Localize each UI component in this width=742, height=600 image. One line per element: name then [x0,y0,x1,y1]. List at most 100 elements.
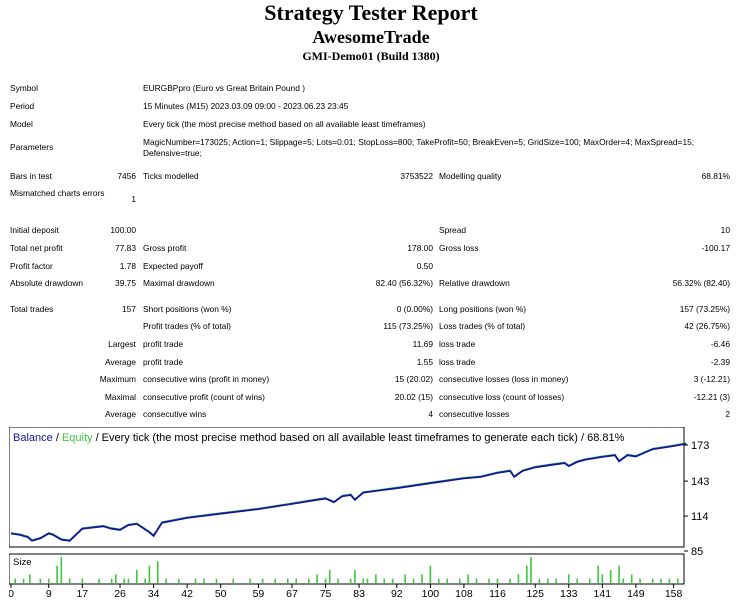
aprofit-value: 1.55 [416,357,433,367]
server-build: GMI-Demo01 (Build 1380) [302,49,440,63]
symbol-value: EURGBPpro (Euro vs Great Britain Pound ) [143,83,305,93]
short-label: Short positions (won %) [143,304,232,314]
size-bar [156,561,159,583]
long-value: 157 (73.25%) [679,304,730,314]
closs-value: -12.21 (3) [693,392,730,402]
size-bar [429,565,432,583]
x-tick-label: 141 [594,588,612,599]
report-title: Strategy Tester Report [264,0,478,25]
size-bar [148,565,151,583]
x-axis: 0 9 17 26 34 42 50 59 67 75 83 92 100 108 116 125 133 141… [8,584,683,600]
model-value: Every tick (the most precise method base… [143,119,426,129]
aclosses-value: 2 [725,409,730,419]
size-bar [60,557,63,583]
size-bar [324,578,327,583]
size-bar [366,578,369,583]
x-tick-label: 0 [9,588,14,599]
size-bar [123,578,126,583]
ltrades-label: Loss trades (% of total) [439,321,526,331]
x-tick-label: 9 [46,588,52,599]
acwins-value: 4 [428,409,433,419]
x-tick-label: 158 [665,588,683,599]
size-bar [588,578,591,583]
size-bar [375,574,377,583]
size-bar [517,574,520,583]
x-tick-label: 108 [455,588,473,599]
lloss-value: -6.46 [710,339,730,349]
balance-chart: Balance / Equity / Every tick (the most … [8,426,735,600]
average-label: Average [104,357,136,367]
maximum-label: Maximum [99,374,136,384]
main-plot-frame [8,426,685,548]
cprofit-value: 20.02 (15) [394,392,433,402]
payoff-label: Expected payoff [143,261,203,271]
size-bar [39,578,42,583]
maxdd-label: Maximal drawdown [143,278,215,288]
maximal-label: Maximal [104,392,136,402]
size-bar [56,565,58,583]
size-bar [458,578,461,583]
closses-label: consecutive losses (loss in money) [439,374,569,384]
size-bar [203,578,205,583]
pf-label: Profit factor [10,261,53,271]
size-bar [22,578,25,583]
size-bar [136,570,138,583]
mismatch-label: Mismatched charts errors [10,188,105,198]
size-bar [639,578,641,583]
x-tick-label: 116 [489,588,506,599]
parameters-label: Parameters [10,142,54,152]
chart-legend: Balance / Equity / Every tick (the most … [13,432,625,444]
size-bar [391,578,394,583]
size-bar [467,574,469,583]
grossloss-label: Gross loss [439,243,479,253]
size-bar [144,578,146,583]
balance-chart-svg: Balance / Equity / Every tick (the most … [8,426,709,600]
legend-sep: / [53,432,62,444]
size-bar [530,557,532,583]
size-bar [475,578,478,583]
x-tick-label: 149 [627,588,645,599]
x-tick-label: 125 [526,588,544,599]
size-bar [295,578,297,583]
mismatch-value: 1 [131,194,136,204]
size-bar [651,578,654,583]
size-bar [412,578,415,583]
aclosses-label: consecutive losses [439,409,510,419]
average2-label: Average [104,409,136,419]
balance-series [10,442,687,542]
maxdd-value: 82.40 (56.32%) [375,278,433,288]
payoff-value: 0.50 [416,261,433,271]
x-tick-label: 26 [114,588,126,599]
spread-label: Spread [439,225,467,235]
size-bar [286,578,289,583]
y-tick-label: 114 [691,511,709,523]
ptrades-label: Profit trades (% of total) [143,321,231,331]
size-bar [526,565,528,583]
trades-value: 157 [122,304,136,314]
size-bar [404,574,407,583]
size-bar [677,578,679,583]
absdd-value: 39.75 [115,278,136,288]
size-plot-frame [8,553,685,585]
y-tick-label: 173 [691,440,709,452]
size-bar [576,578,578,583]
parameters-value: MagicNumber=173025; Action=1; Slippage=5… [143,137,695,158]
size-bar [567,574,570,583]
size-bar [383,578,386,583]
legend-equity: Equity [62,432,93,444]
size-bar [47,578,50,583]
netprofit-value: 77.83 [115,243,136,253]
size-bar [29,574,31,583]
acwins-label: consecutive wins [143,409,207,419]
symbol-label: Symbol [10,83,38,93]
size-bar [354,570,356,583]
aloss-value: -2.39 [710,357,730,367]
size-bar [165,578,167,583]
size-bar [630,574,633,583]
x-tick-label: 42 [181,588,193,599]
size-bar [509,578,511,583]
cprofit-label: consecutive profit (count of wins) [143,392,265,402]
lprofit-value: 11.69 [412,339,433,349]
size-bar [601,574,604,583]
y-tick-label: 85 [691,546,703,558]
